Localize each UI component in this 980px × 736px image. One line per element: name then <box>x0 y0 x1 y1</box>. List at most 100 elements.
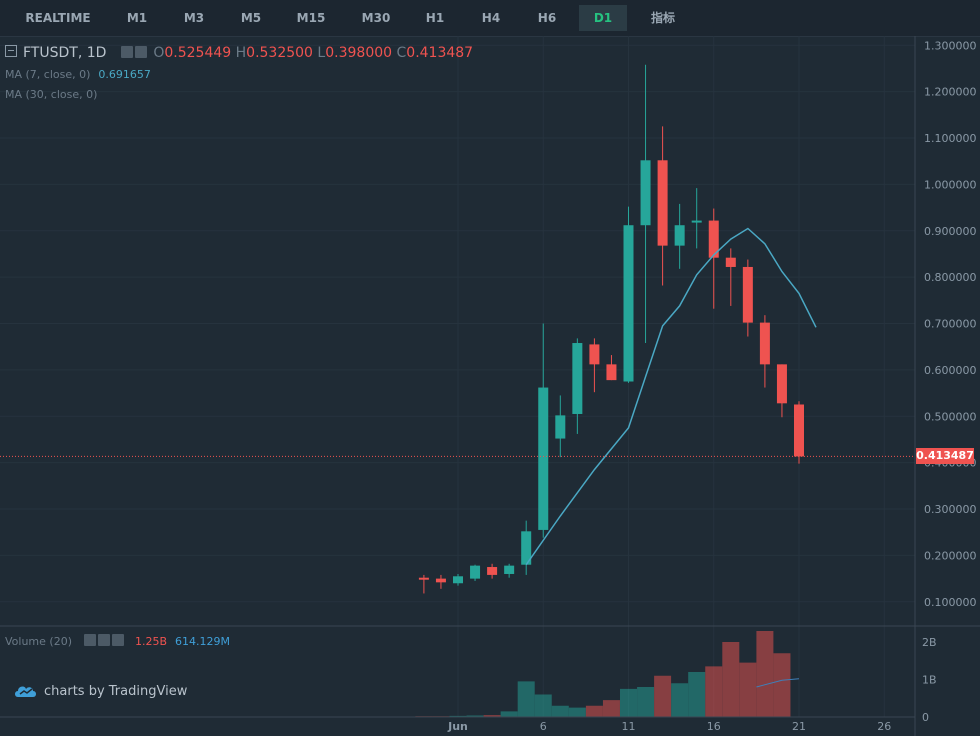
y-tick-label: 0.800000 <box>924 271 977 284</box>
volume-bar <box>585 705 603 717</box>
ma7-value: 0.691657 <box>98 68 151 81</box>
y-tick-label: 0.500000 <box>924 410 977 423</box>
volume-bar <box>739 662 757 717</box>
x-tick-label: 11 <box>622 720 636 733</box>
ma7-legend[interactable]: MA (7, close, 0) 0.691657 <box>5 68 151 81</box>
timeframe-m30[interactable]: M30 <box>361 11 391 25</box>
eye-icon[interactable] <box>83 634 96 646</box>
volume-tick-label: 1B <box>922 674 937 687</box>
eye-icon[interactable] <box>120 46 133 58</box>
timeframe-d1[interactable]: D1 <box>579 5 627 31</box>
candle-body <box>538 387 549 530</box>
low-value: 0.398000 <box>325 45 393 61</box>
volume-ma-value: 614.129M <box>175 635 231 648</box>
x-tick-label: Jun <box>447 720 468 733</box>
volume-bar <box>637 687 655 717</box>
volume-bar <box>483 715 501 717</box>
timeframe-m1[interactable]: M1 <box>126 11 148 25</box>
y-tick-label: 1.000000 <box>924 178 977 191</box>
ma30-label: MA (30, close, 0) <box>5 88 98 101</box>
close-value: 0.413487 <box>406 45 474 61</box>
ma7-line <box>525 227 817 566</box>
candle-body <box>742 266 753 323</box>
volume-ma-line <box>756 678 800 688</box>
volume-bar <box>654 675 672 717</box>
open-value: 0.525449 <box>164 45 232 61</box>
volume-bar <box>705 666 723 717</box>
candle-body <box>555 415 566 439</box>
close-label: C <box>396 45 407 61</box>
y-tick-label: 1.100000 <box>924 132 977 145</box>
timeframe-indicators[interactable]: 指标 <box>650 11 675 25</box>
volume-bar <box>688 672 706 717</box>
y-tick-label: 0.600000 <box>924 364 977 377</box>
volume-bar <box>500 711 518 717</box>
volume-bar <box>671 683 689 717</box>
brand-label: charts by TradingView <box>44 684 188 699</box>
timeframe-h4[interactable]: H4 <box>481 11 501 25</box>
x-tick-label: 16 <box>707 720 721 733</box>
ohlc-legend: FTUSDT, 1D O0.525449 H0.532500 L0.398000… <box>5 45 473 61</box>
candle-body <box>776 364 787 404</box>
candle-body <box>708 220 719 258</box>
volume-bar <box>773 653 791 717</box>
x-tick-label: 6 <box>540 720 547 733</box>
candle-body <box>606 364 617 381</box>
candle-body <box>572 343 583 414</box>
y-tick-label: 0.200000 <box>924 549 977 562</box>
candle-body <box>453 576 463 584</box>
timeframe-m15[interactable]: M15 <box>296 11 326 25</box>
settings-icon[interactable] <box>97 634 110 646</box>
volume-bar <box>517 681 535 717</box>
candle-body <box>794 404 804 457</box>
timeframe-m5[interactable]: M5 <box>240 11 262 25</box>
open-label: O <box>153 45 165 61</box>
volume-bar <box>722 642 740 717</box>
volume-tick-label: 2B <box>922 636 937 649</box>
volume-tick-label: 0 <box>922 711 929 724</box>
candle-body <box>487 567 498 575</box>
timeframe-toolbar: REALTIME M1 M3 M5 M15 M30 H1 H4 H6 D1 指标 <box>0 0 980 37</box>
candle-body <box>674 225 685 246</box>
timeframe-h1[interactable]: H1 <box>425 11 445 25</box>
timeframe-h6[interactable]: H6 <box>537 11 557 25</box>
y-tick-label: 0.100000 <box>924 596 977 609</box>
candle-body <box>623 225 634 382</box>
low-label: L <box>317 45 326 61</box>
candle-body <box>521 531 532 565</box>
high-label: H <box>235 45 247 61</box>
y-tick-label: 0.700000 <box>924 318 977 331</box>
volume-legend[interactable]: Volume (20) 1.25B 614.129M <box>5 634 230 648</box>
close-icon[interactable] <box>111 634 124 646</box>
candle-body <box>589 344 600 365</box>
ma30-legend[interactable]: MA (30, close, 0) <box>5 88 97 101</box>
timeframe-m3[interactable]: M3 <box>183 11 205 25</box>
y-tick-label: 0.900000 <box>924 225 977 238</box>
volume-label: Volume (20) <box>5 635 72 648</box>
last-price-tag: 0.413487 <box>916 448 974 465</box>
volume-bar <box>551 705 569 717</box>
candle-body <box>725 257 736 267</box>
candle-body <box>435 578 446 583</box>
ma7-label: MA (7, close, 0) <box>5 68 91 81</box>
symbol-label: FTUSDT, 1D <box>23 45 107 61</box>
x-tick-label: 26 <box>877 720 891 733</box>
y-tick-label: 0.300000 <box>924 503 977 516</box>
volume-bar <box>568 707 586 717</box>
candle-body <box>759 322 770 365</box>
collapse-icon[interactable] <box>5 45 17 57</box>
settings-icon[interactable] <box>134 46 147 58</box>
candle-body <box>640 160 651 226</box>
volume-bar <box>756 631 774 717</box>
y-tick-label: 1.300000 <box>924 39 977 52</box>
volume-bar <box>534 694 552 717</box>
volume-bar <box>466 715 484 717</box>
volume-bar <box>620 688 637 717</box>
candle-body <box>418 577 429 580</box>
cloud-icon <box>14 684 38 702</box>
tradingview-brand[interactable]: charts by TradingView <box>14 684 187 702</box>
y-tick-label: 1.200000 <box>924 86 977 99</box>
timeframe-realtime[interactable]: REALTIME <box>25 11 91 25</box>
candle-body <box>504 565 515 574</box>
